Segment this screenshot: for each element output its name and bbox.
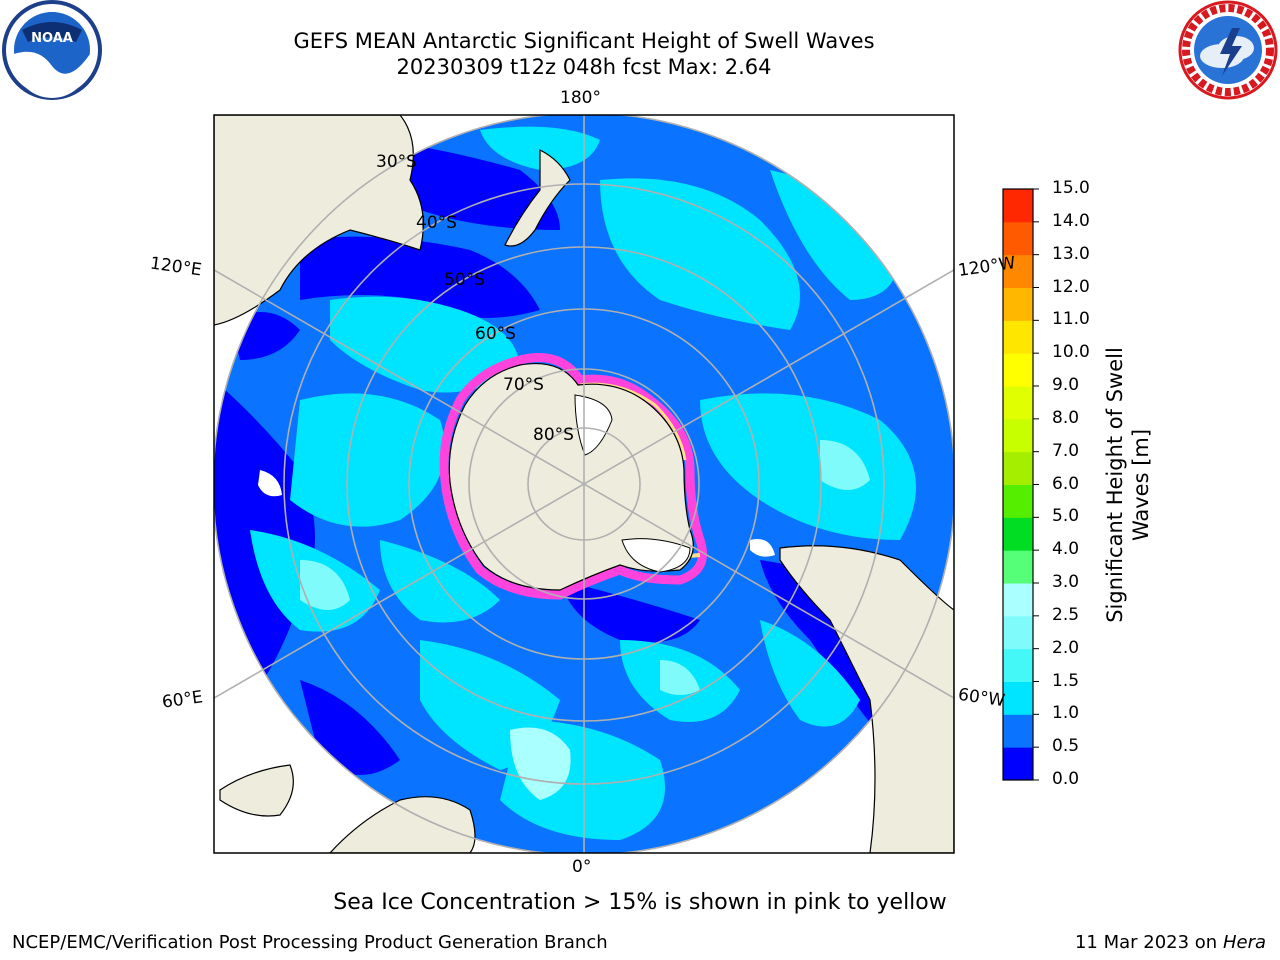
colorbar-segment [1003,451,1033,485]
colorbar-tick-label: 6.0 [1052,473,1080,494]
colorbar-label-line1: Significant Height of Swell [1103,347,1127,623]
colorbar-tick-label: 15.0 [1052,178,1090,198]
colorbar-label-line2: Waves [m] [1129,428,1153,542]
colorbar-segment [1003,714,1033,748]
colorbar-segment [1003,648,1033,682]
colorbar-segment [1003,681,1033,715]
colorbar-tick-label: 1.0 [1052,703,1080,724]
colorbar-tick-label: 3.0 [1052,572,1080,592]
noaa-logo-text: NOAA [31,31,73,46]
lat-label-60s: 60°S [475,324,516,344]
colorbar-segment [1003,418,1033,453]
australia-land [214,115,424,326]
colorbar-segment [1003,254,1033,288]
colorbar-segment [1003,386,1033,420]
colorbar-tick-label: 0.0 [1052,769,1080,789]
colorbar-segment [1003,484,1033,518]
swell-field [214,126,916,840]
colorbar-segment [1003,747,1033,781]
weddell-ice-shelf [621,538,691,573]
colorbar-segment [1003,189,1033,223]
colorbar-segment [1003,353,1033,387]
chart-title: GEFS MEAN Antarctic Significant Height o… [293,29,875,53]
lon-label-0: 0° [572,857,592,877]
colorbar-tick-label: 7.0 [1052,440,1080,461]
polar-map [214,115,954,853]
graticule [214,115,954,853]
colorbar-segment [1003,221,1033,256]
colorbar-label: Significant Height of Swell Waves [m] [1102,347,1154,623]
lat-label-70s: 70°S [503,375,544,395]
colorbar-tick-label: 10.0 [1052,342,1090,363]
colorbar-tick-label: 2.0 [1052,637,1080,658]
colorbar-tick-label: 12.0 [1052,276,1090,297]
map-frame [213,114,955,854]
lat-label-30s: 30°S [376,152,417,172]
colorbar-tick-label: 14.0 [1052,210,1090,231]
colorbar-tick-label: 0.5 [1052,736,1080,757]
colorbar-segment [1003,517,1033,551]
colorbar-tick-label: 11.0 [1052,309,1090,330]
africa-land [329,796,476,853]
lat-label-80s: 80°S [533,425,574,445]
run-date-text: 11 Mar 2023 on [1074,932,1218,953]
colorbar-tick-label: 4.0 [1052,539,1080,560]
sea-ice-caption: Sea Ice Concentration > 15% is shown in … [333,890,947,915]
colorbar [1003,188,1039,781]
colorbar-segment [1003,615,1033,650]
colorbar-tick-label: 9.0 [1052,375,1080,395]
south-america-land [779,545,954,853]
lon-label-180: 180° [560,88,601,108]
new-zealand-land [504,149,571,247]
colorbar-tick-label: 1.5 [1052,670,1080,691]
colorbar-segment [1003,583,1033,617]
colorbar-tick-label: 8.0 [1052,407,1080,428]
noaa-logo: NOAA [2,0,102,100]
colorbar-tick-label: 13.0 [1052,243,1090,264]
colorbar-segment [1003,550,1033,584]
lat-label-40s: 40°S [416,213,457,233]
colorbar-frame [1002,188,1034,781]
run-host: Hera [1222,932,1266,953]
lat-label-50s: 50°S [444,270,485,290]
colorbar-tick-label: 5.0 [1052,506,1080,527]
producer-credit: NCEP/EMC/Verification Post Processing Pr… [12,932,608,953]
forecast-subtitle: 20230309 t12z 048h fcst Max: 2.64 [396,55,772,79]
run-date: 11 Mar 2023 on Hera [1075,932,1266,953]
sea-ice-edge [439,353,707,600]
nws-logo [1178,0,1278,100]
colorbar-segment [1003,320,1033,354]
colorbar-tick-label: 2.5 [1052,604,1080,625]
madagascar-land [219,764,294,817]
colorbar-segment [1003,287,1033,321]
